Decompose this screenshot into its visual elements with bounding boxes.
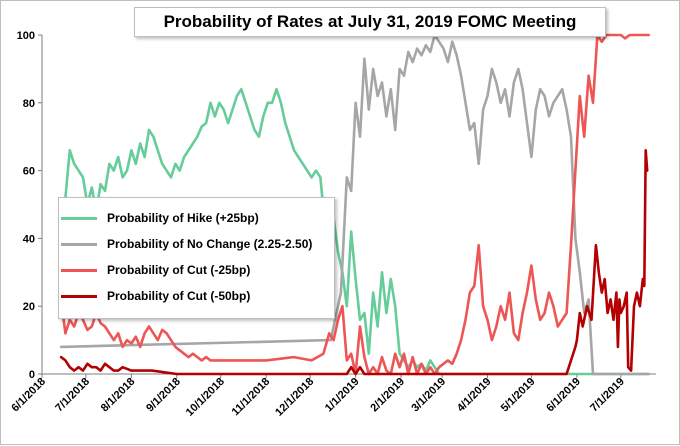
y-tick-label: 0 <box>29 369 35 381</box>
series-line-0 <box>59 87 651 376</box>
series-line-1 <box>59 33 651 376</box>
legend-label-no-change: Probability of No Change (2.25-2.50) <box>107 237 313 251</box>
legend-item-no-change: Probability of No Change (2.25-2.50) <box>59 234 312 254</box>
series-layer <box>59 33 651 376</box>
legend-label-cut-25: Probability of Cut (-25bp) <box>107 263 251 277</box>
chart-title-box: Probability of Rates at July 31, 2019 FO… <box>134 7 606 37</box>
legend-item-cut-50: Probability of Cut (-50bp) <box>59 286 250 306</box>
x-tick-label: 5/1/2019 <box>499 376 538 415</box>
x-tick-label: 9/1/2018 <box>144 376 183 415</box>
legend: Probability of Hike (+25bp) Probability … <box>58 197 335 319</box>
legend-swatch-cut-25 <box>61 268 97 272</box>
x-tick-label: 4/1/2019 <box>455 376 494 415</box>
y-tick-label: 80 <box>23 98 35 110</box>
chart-title: Probability of Rates at July 31, 2019 FO… <box>163 12 577 31</box>
x-tick-label: 6/1/2019 <box>544 376 583 415</box>
legend-item-hike: Probability of Hike (+25bp) <box>59 208 259 228</box>
y-tick-label: 100 <box>17 30 35 42</box>
legend-item-cut-25: Probability of Cut (-25bp) <box>59 260 250 280</box>
x-tick-label: 12/1/2018 <box>273 376 316 419</box>
legend-swatch-no-change <box>61 242 97 246</box>
x-tick-label: 7/1/2019 <box>588 376 627 415</box>
series-line-2 <box>59 33 651 376</box>
legend-swatch-cut-50 <box>61 294 97 298</box>
legend-label-cut-50: Probability of Cut (-50bp) <box>107 289 251 303</box>
y-tick-label: 40 <box>23 233 35 245</box>
x-tick-label: 3/1/2019 <box>409 376 448 415</box>
series-line-3 <box>59 149 649 376</box>
x-tick-label: 11/1/2018 <box>230 376 273 419</box>
x-tick-label: 10/1/2018 <box>184 376 227 419</box>
x-tick-label: 2/1/2019 <box>368 376 407 415</box>
y-tick-label: 20 <box>23 301 35 313</box>
legend-label-hike: Probability of Hike (+25bp) <box>107 211 259 225</box>
x-tick-label: 6/1/2018 <box>9 376 48 415</box>
x-tick-label: 8/1/2018 <box>99 376 138 415</box>
legend-swatch-hike <box>61 216 97 220</box>
y-tick-label: 60 <box>23 166 35 178</box>
x-tick-label: 7/1/2018 <box>53 376 92 415</box>
x-tick-label: 1/1/2019 <box>323 376 362 415</box>
